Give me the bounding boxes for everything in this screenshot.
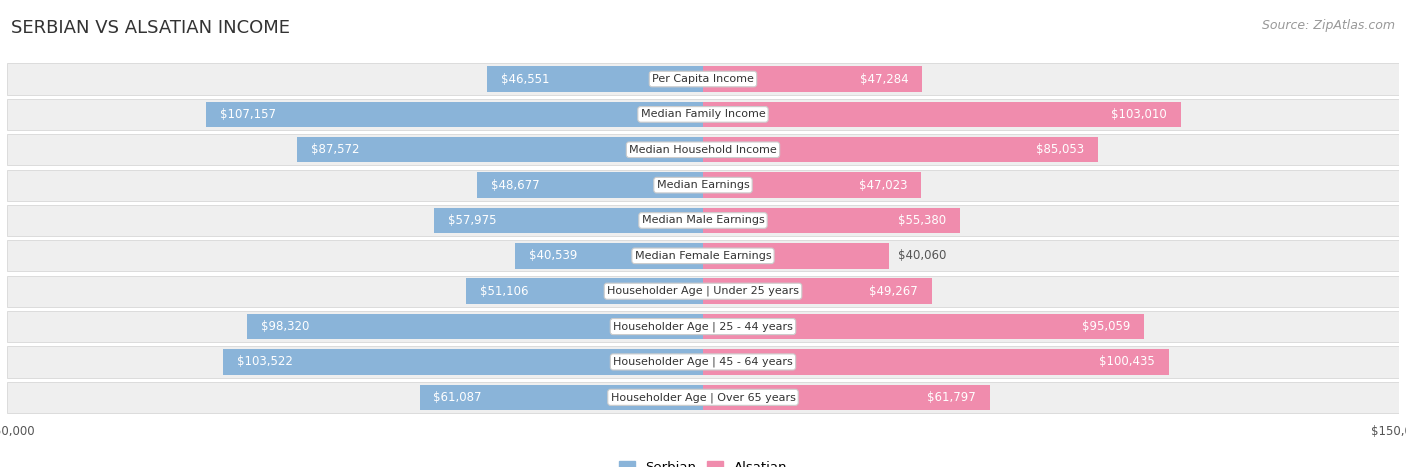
Bar bbox=[7, 311, 1399, 342]
Text: Median Household Income: Median Household Income bbox=[628, 145, 778, 155]
Bar bbox=[703, 278, 932, 304]
Bar bbox=[205, 102, 703, 127]
Text: $95,059: $95,059 bbox=[1081, 320, 1130, 333]
Bar bbox=[419, 385, 703, 410]
Text: Source: ZipAtlas.com: Source: ZipAtlas.com bbox=[1261, 19, 1395, 32]
Text: $55,380: $55,380 bbox=[898, 214, 946, 227]
Bar bbox=[7, 347, 1399, 377]
Bar bbox=[7, 205, 1399, 236]
Text: $85,053: $85,053 bbox=[1036, 143, 1084, 156]
Text: $51,106: $51,106 bbox=[479, 285, 529, 298]
Text: Householder Age | 25 - 44 years: Householder Age | 25 - 44 years bbox=[613, 321, 793, 332]
Text: $103,010: $103,010 bbox=[1111, 108, 1167, 121]
Text: $98,320: $98,320 bbox=[260, 320, 309, 333]
Text: Householder Age | Under 25 years: Householder Age | Under 25 years bbox=[607, 286, 799, 297]
Bar bbox=[703, 102, 1181, 127]
Bar bbox=[703, 172, 921, 198]
Bar bbox=[515, 243, 703, 269]
Text: $103,522: $103,522 bbox=[236, 355, 292, 368]
Text: Median Earnings: Median Earnings bbox=[657, 180, 749, 190]
Bar bbox=[703, 314, 1144, 340]
Text: Median Family Income: Median Family Income bbox=[641, 109, 765, 120]
Text: $47,023: $47,023 bbox=[859, 178, 907, 191]
Text: Median Male Earnings: Median Male Earnings bbox=[641, 215, 765, 226]
Legend: Serbian, Alsatian: Serbian, Alsatian bbox=[614, 456, 792, 467]
Bar bbox=[703, 208, 960, 233]
Bar bbox=[222, 349, 703, 375]
Text: $61,797: $61,797 bbox=[927, 391, 976, 404]
Bar bbox=[7, 134, 1399, 165]
Text: SERBIAN VS ALSATIAN INCOME: SERBIAN VS ALSATIAN INCOME bbox=[11, 19, 290, 37]
Bar bbox=[465, 278, 703, 304]
Text: $40,539: $40,539 bbox=[529, 249, 578, 262]
Bar bbox=[7, 241, 1399, 271]
Bar bbox=[703, 385, 990, 410]
Text: $57,975: $57,975 bbox=[449, 214, 496, 227]
Bar bbox=[7, 99, 1399, 130]
Text: $48,677: $48,677 bbox=[491, 178, 540, 191]
Bar bbox=[297, 137, 703, 163]
Bar bbox=[703, 349, 1168, 375]
Text: $47,284: $47,284 bbox=[860, 72, 908, 85]
Text: Householder Age | Over 65 years: Householder Age | Over 65 years bbox=[610, 392, 796, 403]
Bar bbox=[703, 243, 889, 269]
Bar bbox=[703, 137, 1098, 163]
Bar bbox=[247, 314, 703, 340]
Bar bbox=[7, 382, 1399, 413]
Bar bbox=[703, 66, 922, 92]
Text: $107,157: $107,157 bbox=[219, 108, 276, 121]
Bar bbox=[7, 64, 1399, 95]
Bar bbox=[477, 172, 703, 198]
Text: $61,087: $61,087 bbox=[433, 391, 482, 404]
Bar bbox=[7, 276, 1399, 307]
Text: $49,267: $49,267 bbox=[869, 285, 918, 298]
Text: Median Female Earnings: Median Female Earnings bbox=[634, 251, 772, 261]
Text: $40,060: $40,060 bbox=[898, 249, 946, 262]
Text: $100,435: $100,435 bbox=[1099, 355, 1156, 368]
Text: $87,572: $87,572 bbox=[311, 143, 359, 156]
Text: Per Capita Income: Per Capita Income bbox=[652, 74, 754, 84]
Bar bbox=[7, 170, 1399, 201]
Text: Householder Age | 45 - 64 years: Householder Age | 45 - 64 years bbox=[613, 357, 793, 367]
Text: $46,551: $46,551 bbox=[501, 72, 550, 85]
Bar bbox=[434, 208, 703, 233]
Bar bbox=[486, 66, 703, 92]
